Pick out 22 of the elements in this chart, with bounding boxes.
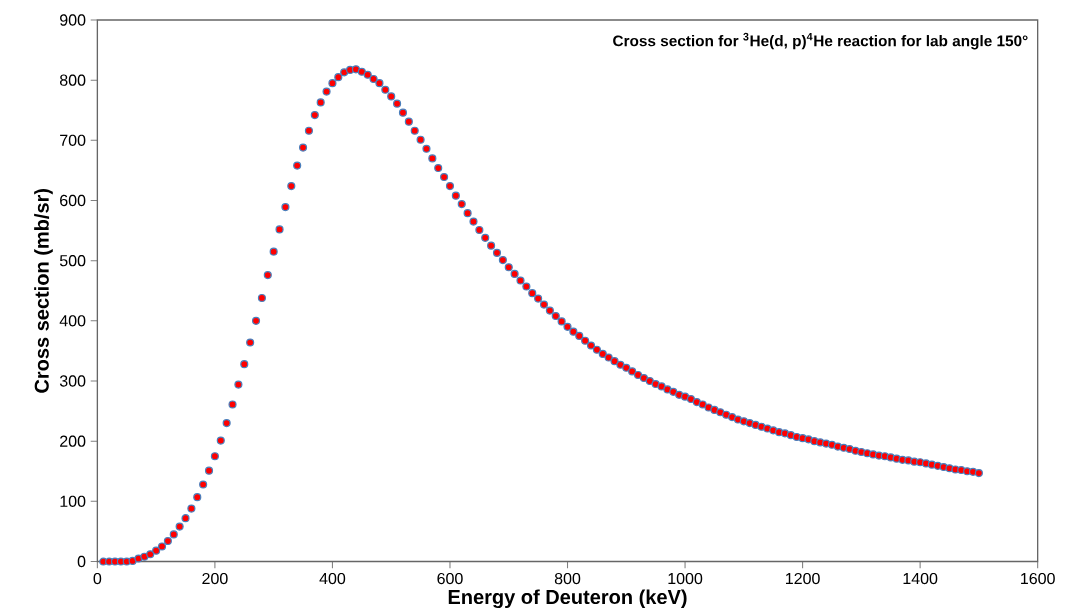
y-axis-title: Cross section (mb/sr) (34, 189, 53, 393)
text: Cross section for $^{3}$He(d, p)$^{4}$He reaction for lab angle 150° (613, 32, 1028, 50)
y-tick-label: 0 (77, 555, 86, 568)
x-tick-label: 400 (319, 572, 346, 585)
x-tick-label: 0 (93, 572, 102, 585)
y-tick-label: 800 (59, 74, 86, 86)
x-tick-label: 800 (554, 572, 581, 585)
y-tick-label: 400 (59, 315, 86, 327)
x-tick-label: 200 (202, 572, 228, 585)
y-tick-label: 900 (60, 14, 86, 26)
x-tick-label: 1200 (786, 572, 820, 585)
x-tick-label: 1600 (1021, 572, 1055, 585)
y-tick-label: 500 (59, 255, 86, 267)
y-tick-label: 600 (60, 194, 86, 207)
y-tick-label: 200 (60, 435, 86, 447)
x-axis-title: Energy of Deuteron (keV) (448, 589, 687, 609)
y-tick-label: 100 (60, 495, 86, 508)
x-tick-label: 600 (437, 572, 463, 585)
x-tick-label: 1400 (903, 572, 938, 585)
y-tick-label: 300 (59, 375, 86, 387)
y-tick-label: 700 (60, 134, 86, 147)
x-tick-label: 1000 (668, 572, 703, 585)
